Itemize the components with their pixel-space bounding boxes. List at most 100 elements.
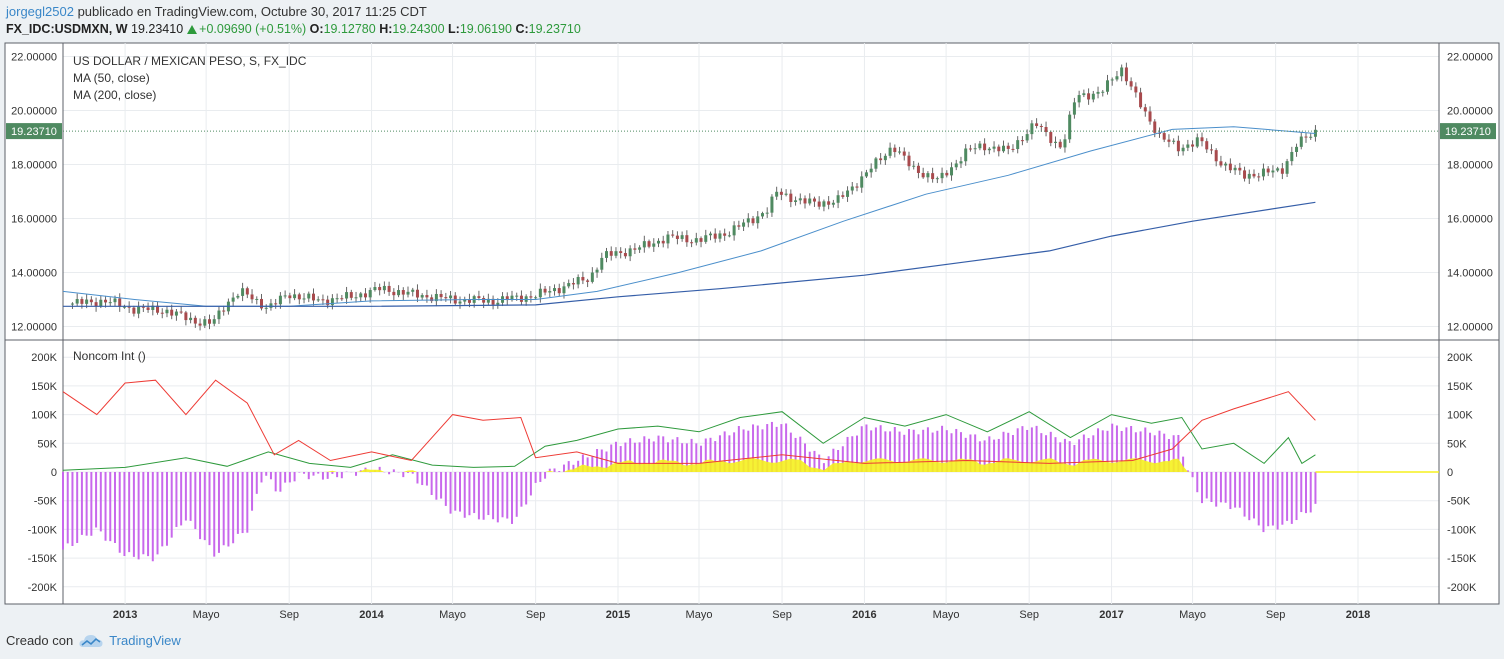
- candle-body: [921, 172, 925, 178]
- candle-body: [94, 302, 98, 307]
- candle-body: [760, 213, 764, 217]
- candle-body: [444, 297, 448, 299]
- candle-body: [245, 288, 249, 295]
- ind-tick-label-left: -200K: [28, 582, 58, 594]
- candle-body: [713, 233, 717, 239]
- candle-body: [916, 165, 920, 173]
- candle-body: [708, 233, 712, 236]
- candle-body: [165, 309, 169, 314]
- candle-body: [779, 191, 783, 195]
- candle-body: [1006, 145, 1010, 149]
- y-tick-label-left: 12.00000: [11, 322, 57, 334]
- candle-body: [1195, 137, 1199, 147]
- candle-body: [1025, 134, 1029, 141]
- x-tick-label: Sep: [1019, 609, 1039, 621]
- candle-body: [1290, 151, 1294, 162]
- candle-body: [1139, 92, 1143, 108]
- candle-body: [798, 198, 802, 201]
- candle-body: [784, 193, 788, 195]
- author-link[interactable]: jorgegl2502: [6, 4, 74, 19]
- candle-body: [1219, 161, 1223, 166]
- y-tick-label-left: 16.00000: [11, 214, 57, 226]
- candle-body: [912, 165, 916, 167]
- candle-body: [1068, 114, 1072, 140]
- legend-title: US DOLLAR / MEXICAN PESO, S, FX_IDC: [73, 54, 307, 68]
- candle-body: [170, 309, 174, 316]
- candle-body: [1134, 86, 1138, 93]
- candle-body: [359, 293, 363, 298]
- candle-body: [571, 283, 575, 285]
- candle-body: [590, 272, 594, 282]
- open-label: O:: [309, 22, 324, 36]
- candle-body: [146, 307, 150, 311]
- candle-body: [89, 299, 93, 303]
- candle-body: [751, 218, 755, 224]
- candle-body: [562, 286, 566, 294]
- y-tick-label-right: 16.00000: [1447, 214, 1493, 226]
- candle-body: [378, 287, 382, 291]
- x-tick-label: Mayo: [193, 609, 220, 621]
- candle-body: [633, 248, 637, 250]
- candle-body: [1101, 91, 1105, 93]
- candle-body: [1011, 148, 1015, 150]
- candle-body: [85, 299, 89, 304]
- candle-body: [132, 307, 136, 314]
- ind-tick-label-right: -50K: [1447, 496, 1471, 508]
- candle-body: [382, 285, 386, 291]
- candle-body: [742, 222, 746, 227]
- candle-body: [609, 251, 613, 256]
- candle-body: [1252, 173, 1256, 177]
- candle-body: [827, 201, 831, 205]
- y-tick-label-left: 18.00000: [11, 160, 57, 172]
- candle-body: [529, 296, 533, 298]
- candle-body: [1238, 167, 1242, 171]
- candle-body: [1110, 79, 1114, 81]
- candle-body: [1002, 145, 1006, 152]
- candle-body: [600, 257, 604, 270]
- candle-body: [425, 295, 429, 298]
- candle-body: [241, 288, 245, 296]
- candle-body: [104, 299, 108, 303]
- y-tick-label-left: 22.00000: [11, 52, 57, 64]
- y-tick-label-right: 14.00000: [1447, 268, 1493, 280]
- candle-body: [406, 291, 410, 295]
- candle-body: [846, 190, 850, 197]
- candle-body: [449, 295, 453, 299]
- candle-body: [888, 147, 892, 156]
- candle-body: [141, 306, 145, 308]
- candle-body: [1124, 67, 1128, 82]
- candle-body: [983, 143, 987, 151]
- candle-body: [553, 288, 557, 292]
- candle-body: [926, 173, 930, 178]
- ind-tick-label-left: 200K: [31, 352, 57, 364]
- candle-body: [1257, 176, 1261, 178]
- candle-body: [652, 243, 656, 247]
- candle-body: [316, 299, 320, 301]
- candle-body: [345, 292, 349, 299]
- ind-tick-label-right: 200K: [1447, 352, 1473, 364]
- candle-body: [1087, 93, 1091, 100]
- candle-body: [236, 295, 240, 298]
- candle-body: [812, 198, 816, 202]
- candle-body: [420, 295, 424, 298]
- candle-body: [1129, 81, 1133, 87]
- candle-body: [463, 299, 467, 302]
- candle-body: [997, 146, 1001, 152]
- high-value: 19.24300: [392, 22, 445, 36]
- x-tick-label: 2018: [1346, 609, 1370, 621]
- x-tick-label: Sep: [526, 609, 546, 621]
- candle-body: [586, 280, 590, 282]
- candle-body: [1186, 144, 1190, 148]
- grid-lines: [63, 43, 1439, 604]
- candle-body: [775, 191, 779, 197]
- tradingview-link[interactable]: TradingView: [79, 633, 181, 648]
- candle-body: [557, 288, 561, 294]
- candle-body: [283, 295, 287, 297]
- candle-body: [902, 151, 906, 156]
- candle-body: [1058, 141, 1062, 148]
- candle-body: [1035, 123, 1039, 126]
- price-tag-right-text: 19.23710: [1445, 126, 1491, 138]
- candle-body: [794, 200, 798, 202]
- candle-body: [311, 293, 315, 301]
